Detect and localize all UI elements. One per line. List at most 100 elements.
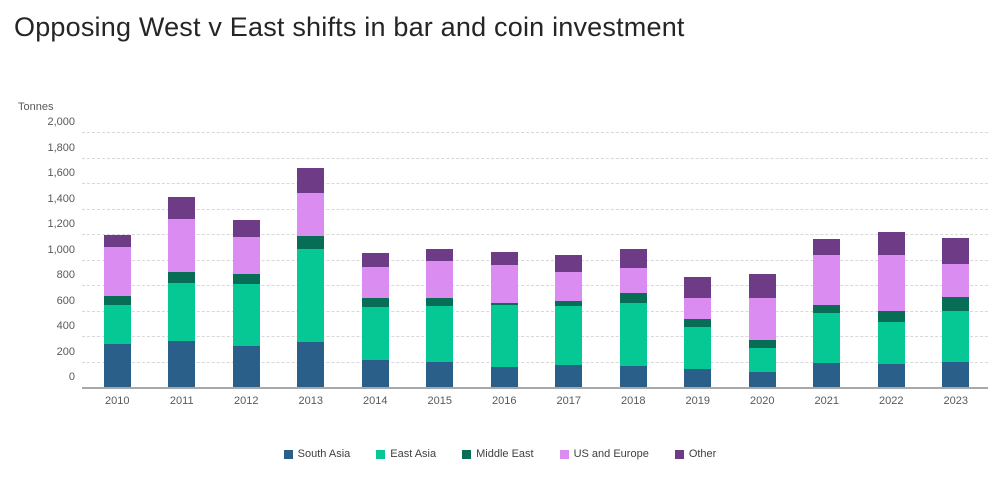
bar-segment-south-asia xyxy=(942,362,970,387)
stacked-bar-2018 xyxy=(619,249,647,387)
x-tick-label-2015: 2015 xyxy=(427,395,452,407)
bar-segment-middle-east xyxy=(361,298,389,308)
bar-segment-south-asia xyxy=(232,346,260,387)
bar-segment-us-and-europe xyxy=(168,218,196,272)
bar-segment-east-asia xyxy=(748,348,776,372)
bar-segment-other xyxy=(877,232,905,256)
x-tick-label-2017: 2017 xyxy=(556,395,581,407)
y-tick-label: 1,200 xyxy=(47,218,75,230)
bar-segment-us-and-europe xyxy=(555,271,583,301)
bar-segment-south-asia xyxy=(748,371,776,387)
x-tick-label-2020: 2020 xyxy=(750,395,775,407)
bar-segment-us-and-europe xyxy=(748,297,776,340)
bar-segment-east-asia xyxy=(490,305,518,367)
bar-segment-south-asia xyxy=(619,365,647,387)
bar-segment-south-asia xyxy=(103,343,131,387)
bar-segment-east-asia xyxy=(297,249,325,343)
y-tick-label: 1,800 xyxy=(47,141,75,154)
stacked-bar-2012 xyxy=(232,220,260,387)
bar-segment-middle-east xyxy=(232,274,260,284)
legend-swatch-icon xyxy=(559,449,569,459)
bar-segment-other xyxy=(490,251,518,266)
y-tick-label: 800 xyxy=(56,269,75,281)
bar-segment-us-and-europe xyxy=(361,267,389,299)
bar-segment-south-asia xyxy=(361,359,389,387)
bar-segment-other xyxy=(297,167,325,194)
bar-segment-east-asia xyxy=(619,302,647,366)
bar-segment-south-asia xyxy=(555,364,583,387)
legend-item-us-and-europe: US and Europe xyxy=(559,448,649,460)
x-tick-label-2016: 2016 xyxy=(492,395,517,407)
bar-segment-other xyxy=(813,238,841,256)
bar-segment-other xyxy=(619,249,647,269)
bar-segment-us-and-europe xyxy=(813,255,841,305)
gridline-1800 xyxy=(82,157,988,159)
bar-segment-south-asia xyxy=(684,368,712,387)
legend: South Asia East Asia Middle East US and Eur… xyxy=(0,448,1000,460)
x-tick-label-2010: 2010 xyxy=(105,395,130,407)
x-tick-label-2012: 2012 xyxy=(234,395,259,407)
gridline-200 xyxy=(82,361,988,363)
bar-segment-other xyxy=(361,253,389,268)
bar-segment-middle-east xyxy=(942,297,970,311)
bar-segment-middle-east xyxy=(490,302,518,306)
gridline-600 xyxy=(82,310,988,312)
legend-label: Other xyxy=(688,448,717,460)
bar-segment-middle-east xyxy=(684,319,712,328)
y-tick-label: 400 xyxy=(56,320,75,332)
legend-swatch-icon xyxy=(462,449,472,459)
legend-label: US and Europe xyxy=(573,448,649,460)
x-tick-label-2013: 2013 xyxy=(298,395,323,407)
legend-label: Middle East xyxy=(476,448,534,460)
bar-segment-other xyxy=(426,249,454,261)
bar-segment-us-and-europe xyxy=(490,265,518,303)
gridline-400 xyxy=(82,336,988,337)
bar-segment-east-asia xyxy=(555,306,583,365)
bar-segment-other xyxy=(555,255,583,272)
bar-segment-us-and-europe xyxy=(942,264,970,298)
y-tick-label: 200 xyxy=(56,345,75,358)
x-tick-label-2023: 2023 xyxy=(943,395,968,407)
bar-segment-other xyxy=(103,234,131,247)
stacked-bar-2022 xyxy=(877,232,905,387)
bar-segment-south-asia xyxy=(426,362,454,387)
y-tick-label: 2,000 xyxy=(47,116,75,128)
gridline-1400 xyxy=(82,208,988,210)
bar-segment-us-and-europe xyxy=(684,298,712,320)
y-axis-unit-label: Tonnes xyxy=(18,101,54,113)
stacked-bar-2020 xyxy=(748,273,776,387)
stacked-bar-2019 xyxy=(684,277,712,387)
bar-segment-middle-east xyxy=(555,300,583,307)
bar-segment-east-asia xyxy=(361,307,389,360)
bar-segment-other xyxy=(748,273,776,298)
bar-segment-east-asia xyxy=(426,306,454,363)
bar-segment-us-and-europe xyxy=(103,246,131,297)
bar-segment-east-asia xyxy=(684,327,712,369)
bar-segment-south-asia xyxy=(813,362,841,387)
stacked-bar-2015 xyxy=(426,249,454,387)
chart-title: Opposing West v East shifts in bar and c… xyxy=(14,12,685,42)
x-tick-label-2021: 2021 xyxy=(814,395,839,407)
gridline-2000 xyxy=(82,132,988,133)
bar-segment-other xyxy=(942,237,970,264)
x-tick-label-2019: 2019 xyxy=(685,395,710,407)
y-tick-label: 1,400 xyxy=(47,192,75,205)
x-tick-label-2014: 2014 xyxy=(363,395,388,407)
legend-item-other: Other xyxy=(674,448,717,460)
bar-segment-south-asia xyxy=(877,364,905,387)
legend-swatch-icon xyxy=(283,449,293,459)
stacked-bar-2010 xyxy=(103,234,131,387)
bar-segment-east-asia xyxy=(813,313,841,363)
plot-area: 0 200 400 600 800 1,000 1,200 1,400 1,600 1,800 2,… xyxy=(47,116,988,407)
bar-segment-middle-east xyxy=(748,339,776,349)
gridline-1000 xyxy=(82,259,988,261)
bar-segment-other xyxy=(684,277,712,299)
legend-swatch-icon xyxy=(376,449,386,459)
legend-item-east-asia: East Asia xyxy=(376,448,436,460)
x-tick-label-2022: 2022 xyxy=(879,395,904,407)
x-tick-label-2011: 2011 xyxy=(169,395,194,407)
legend-label: East Asia xyxy=(390,448,437,460)
stacked-bar-2023 xyxy=(942,237,970,387)
bar-segment-south-asia xyxy=(297,342,325,387)
bar-segment-middle-east xyxy=(297,235,325,250)
